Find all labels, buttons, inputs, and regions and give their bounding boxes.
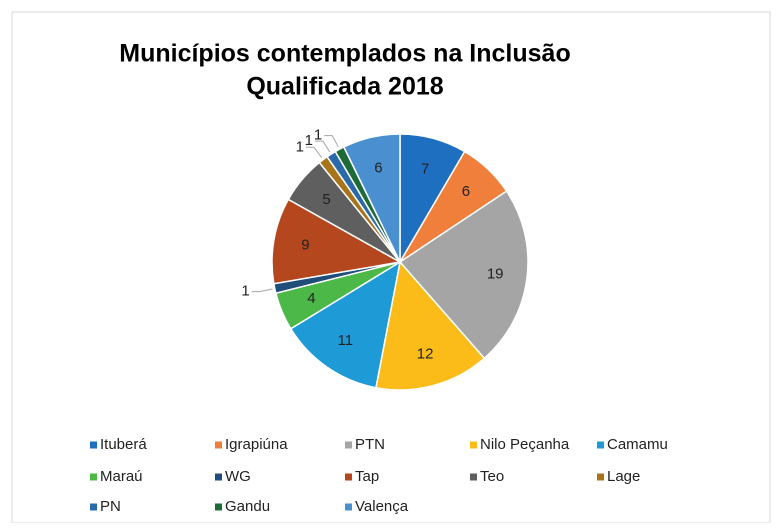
leader-line	[314, 140, 331, 153]
legend-label: Nilo Peçanha	[480, 436, 570, 453]
legend-swatch	[470, 473, 477, 481]
legend-swatch	[470, 441, 477, 449]
legend-label: Maraú	[100, 468, 143, 485]
legend-swatch	[215, 441, 222, 449]
data-label: 4	[307, 290, 315, 307]
data-label: 1	[296, 138, 304, 155]
data-label: 1	[314, 127, 322, 144]
pie-slice	[271, 198, 403, 285]
data-label: 1	[241, 283, 249, 300]
data-label: 6	[374, 159, 382, 176]
data-label: 19	[487, 266, 504, 283]
legend-label: Igrapiúna	[225, 436, 288, 453]
legend-swatch	[597, 473, 604, 481]
legend-label: Ituberá	[100, 436, 147, 453]
pie-slice	[289, 260, 402, 389]
legend-label: Valença	[355, 498, 409, 515]
legend-label: WG	[225, 468, 251, 485]
leader-line	[251, 288, 273, 293]
pie-slice	[342, 133, 401, 263]
data-label: 9	[301, 237, 309, 254]
legend-label: PN	[100, 498, 121, 515]
legend-swatch	[90, 503, 97, 511]
legend-swatch	[345, 473, 352, 481]
legend-label: Camamu	[607, 436, 668, 453]
legend-swatch	[345, 503, 352, 511]
data-label: 5	[322, 191, 330, 208]
data-label: 12	[417, 346, 434, 363]
data-label: 6	[462, 183, 470, 200]
legend-swatch	[597, 441, 604, 449]
legend-label: Gandu	[225, 498, 270, 515]
legend-label: Tap	[355, 468, 379, 485]
leader-line	[305, 146, 323, 158]
legend-swatch	[90, 441, 97, 449]
legend-label: Teo	[480, 468, 504, 485]
chart-title: Qualificada 2018	[246, 73, 443, 101]
data-label: 1	[305, 132, 313, 149]
legend-label: Lage	[607, 468, 640, 485]
data-label: 11	[338, 332, 354, 349]
data-label: 7	[421, 160, 429, 177]
pie-slice	[398, 190, 529, 360]
legend-swatch	[345, 441, 352, 449]
leader-line	[324, 135, 339, 148]
legend-label: PTN	[355, 436, 385, 453]
chart-title: Municípios contemplados na Inclusão	[119, 40, 570, 68]
legend-swatch	[215, 473, 222, 481]
legend-swatch	[215, 503, 222, 511]
legend-swatch	[90, 473, 97, 481]
pie-slice	[375, 260, 486, 391]
